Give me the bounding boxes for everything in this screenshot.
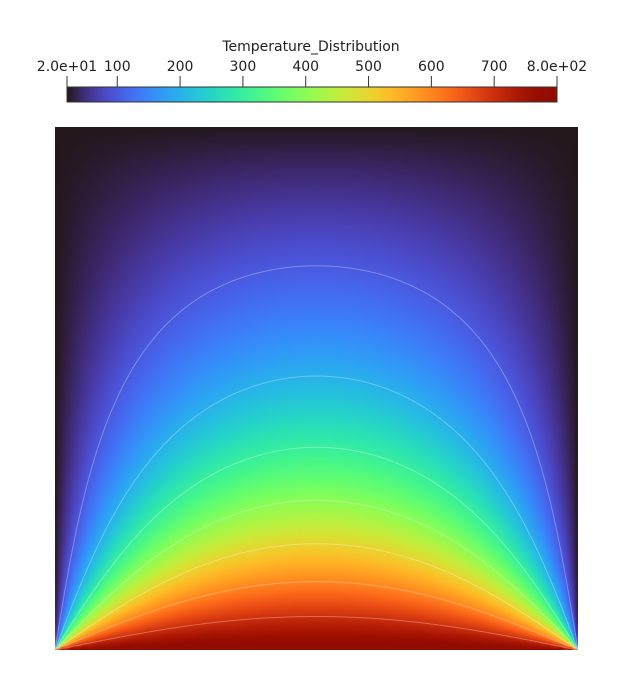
isotherm-line (55, 375, 578, 649)
isotherm-line (55, 616, 578, 650)
colorbar (66, 86, 558, 103)
isotherm-line (55, 499, 578, 649)
colorbar-tick-label: 700 (481, 59, 508, 75)
colorbar-tick-label: 200 (167, 59, 194, 75)
isotherm-line (55, 543, 578, 650)
colorbar-tick-label: 400 (292, 59, 319, 75)
colorbar-tick-label: 2.0e+01 (37, 59, 97, 75)
colorbar-tick-label: 100 (104, 59, 131, 75)
temperature-field (55, 127, 578, 650)
colorbar-tick-label: 300 (230, 59, 257, 75)
colorbar-ticks: 2.0e+01 100 200 300 400 500 600 700 8.0e+02 (37, 59, 587, 87)
colorbar-tick-label: 8.0e+02 (527, 59, 587, 75)
isotherm-contours (55, 265, 578, 650)
isotherm-line (55, 581, 578, 650)
isotherm-line (55, 265, 578, 648)
colorbar-tick-label: 600 (418, 59, 445, 75)
colorbar-tick-label: 500 (355, 59, 382, 75)
colorbar-title: Temperature_Distribution (221, 39, 399, 55)
isotherm-line (55, 446, 578, 649)
